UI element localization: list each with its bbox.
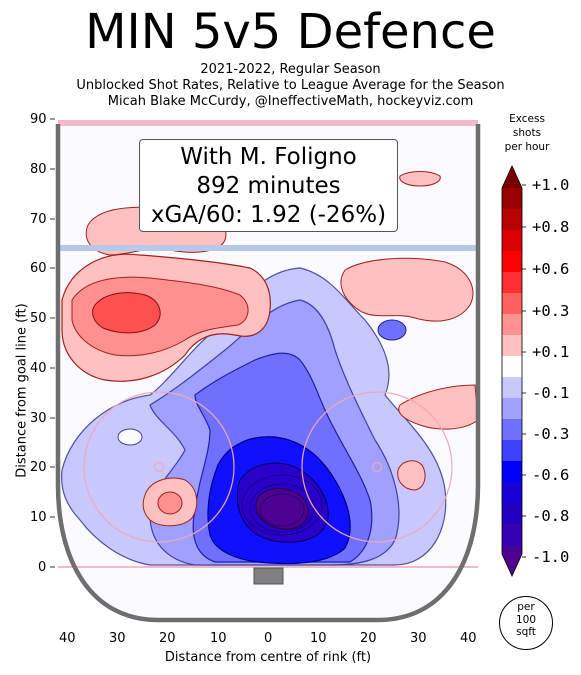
colorbar-label: +1.0	[532, 176, 570, 194]
x-tick-label: 10	[310, 631, 327, 646]
y-tick-label: 20	[30, 460, 47, 475]
chart-title: MIN 5v5 Defence	[85, 4, 496, 60]
far-red-line	[58, 120, 478, 126]
colorbar-title-line: Excess	[509, 113, 545, 125]
colorbar	[501, 165, 526, 577]
x-tick-label: 20	[159, 631, 176, 646]
heatmap-region-left-point-hot	[92, 292, 161, 334]
y-axis-ticks	[50, 118, 55, 568]
y-tick-label: 10	[30, 510, 47, 525]
colorbar-label: +0.3	[532, 302, 570, 320]
goal-net	[253, 567, 284, 585]
x-tick-label: 10	[210, 631, 227, 646]
colorbar-label: -0.6	[532, 466, 570, 484]
info-box: With M. Foligno 892 minutes xGA/60: 1.92…	[139, 139, 398, 232]
heatmap-region-deepest-blue	[255, 488, 309, 530]
x-axis-label: Distance from centre of rink (ft)	[164, 650, 372, 665]
colorbar-title-line: shots	[512, 127, 542, 139]
colorbar-title-line: per hour	[504, 141, 550, 153]
units-badge-line: sqft	[516, 626, 536, 638]
faceoff-circle-left	[83, 391, 235, 543]
y-tick-label: 40	[30, 361, 47, 376]
faceoff-dot-right	[371, 461, 383, 473]
heatmap-region-right-wall	[398, 384, 478, 430]
x-tick-label: 0	[264, 631, 273, 646]
heatmap-layer	[61, 171, 478, 566]
colorbar-label: -0.8	[532, 507, 570, 525]
colorbar-label: -0.1	[532, 384, 570, 402]
colorbar-label: +0.1	[532, 343, 570, 361]
info-xga: xGA/60: 1.92 (-26%)	[150, 202, 387, 228]
info-player: With M. Foligno	[180, 144, 357, 170]
colorbar-label: +0.6	[532, 260, 570, 278]
heatmap-region-left-circle-hot	[157, 491, 183, 515]
y-tick-label: 50	[30, 311, 47, 326]
faceoff-circle-right	[301, 391, 453, 543]
heatmap-neutral-hole	[117, 428, 143, 446]
colorbar-label: -0.3	[532, 425, 570, 443]
colorbar-title: Excess shots per hour	[496, 112, 558, 154]
heatmap-region-right-circle	[397, 460, 426, 491]
y-tick-label: 0	[38, 560, 47, 575]
heatmap-region-right-high	[399, 171, 441, 187]
x-tick-label: 40	[460, 631, 477, 646]
units-badge: per 100 sqft	[499, 596, 553, 650]
subtitle-description: Unblocked Shot Rates, Relative to League…	[76, 78, 505, 93]
subtitle-season: 2021-2022, Regular Season	[200, 62, 381, 77]
colorbar-label: -1.0	[532, 548, 570, 566]
colorbar-top-arrow	[502, 166, 522, 188]
y-axis-label: Distance from goal line (ft)	[14, 303, 30, 478]
rink-markings	[58, 120, 478, 585]
subtitle-credit: Micah Blake McCurdy, @IneffectiveMath, h…	[107, 94, 474, 109]
units-badge-line: per	[517, 601, 535, 613]
y-tick-label: 30	[30, 411, 47, 426]
y-tick-label: 70	[30, 212, 47, 227]
blue-line	[58, 245, 478, 251]
x-tick-label: 40	[59, 631, 76, 646]
y-tick-label: 90	[30, 112, 47, 127]
x-tick-label: 20	[360, 631, 377, 646]
heatmap-region-right-point	[340, 257, 474, 322]
x-tick-label: 30	[109, 631, 126, 646]
units-badge-line: 100	[515, 613, 537, 626]
y-tick-label: 60	[30, 261, 47, 276]
info-minutes: 892 minutes	[196, 173, 341, 199]
colorbar-bottom-arrow	[502, 554, 522, 576]
heatmap-region-small-blue	[377, 319, 407, 341]
rink-boards	[55, 124, 481, 623]
y-tick-label: 80	[30, 162, 47, 177]
faceoff-dot-left	[153, 461, 165, 473]
x-tick-label: 30	[410, 631, 427, 646]
colorbar-label: +0.8	[532, 218, 570, 236]
